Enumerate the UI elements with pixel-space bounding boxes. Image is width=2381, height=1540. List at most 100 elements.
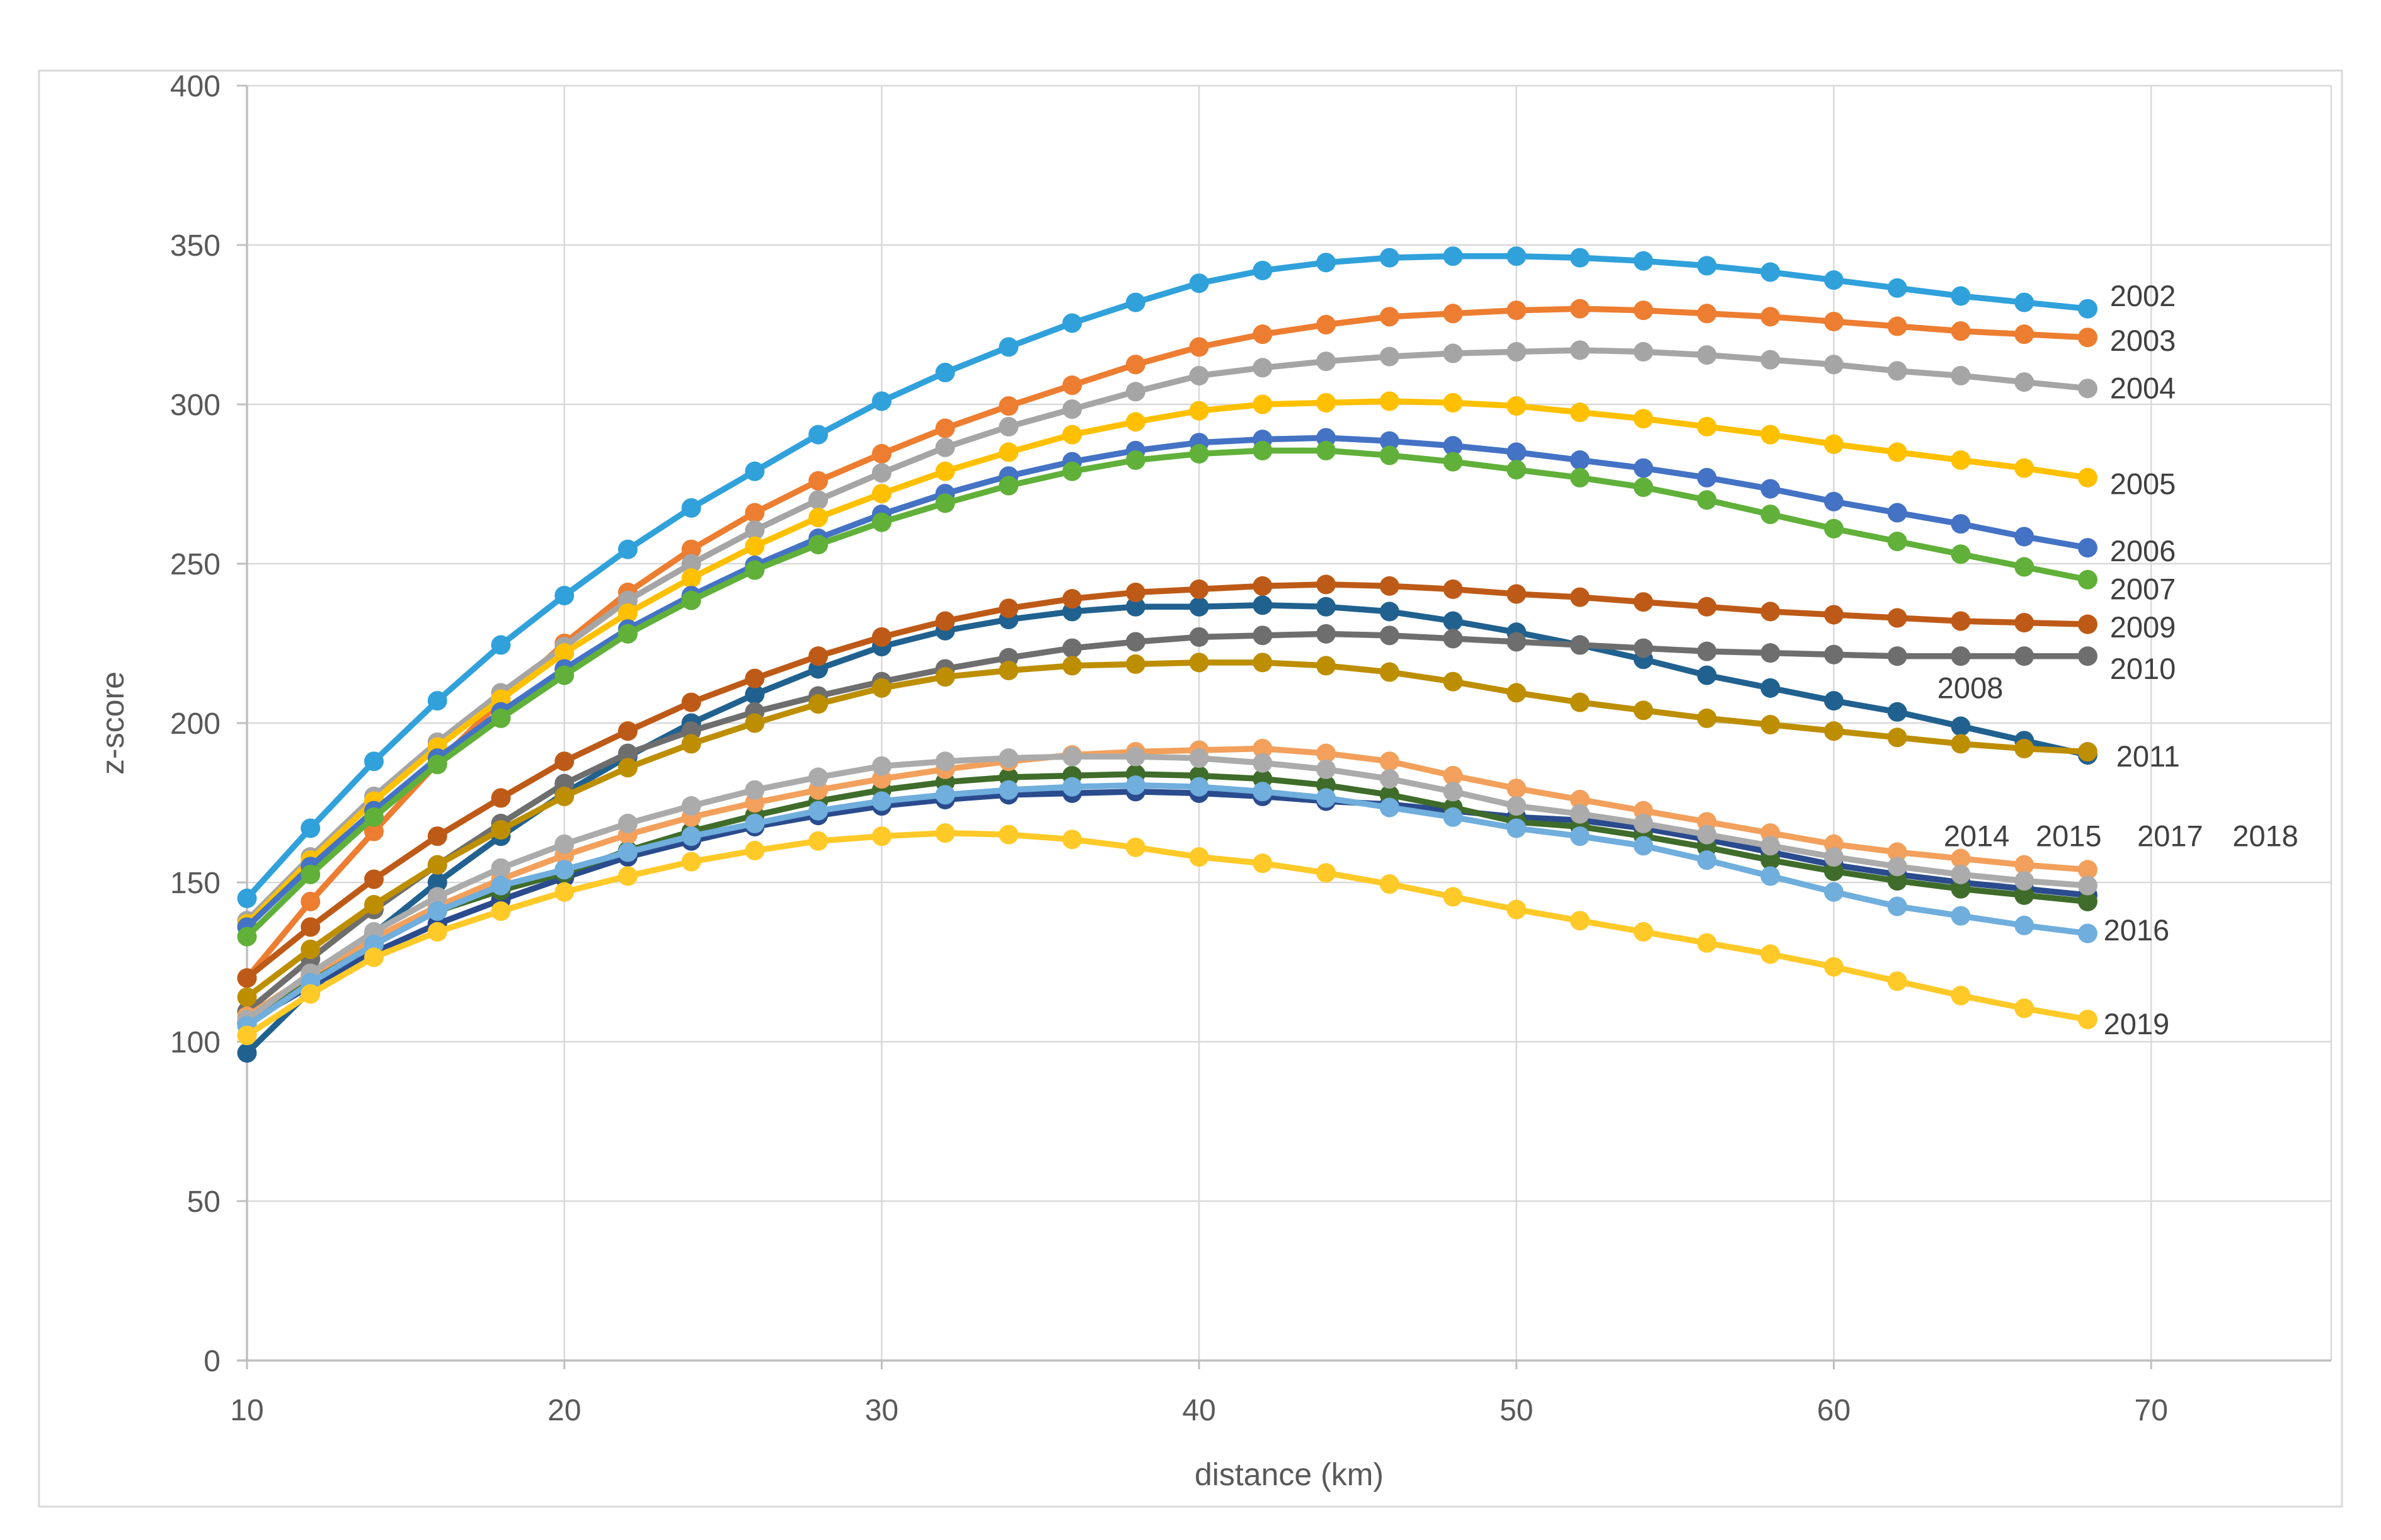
marker-2016-x64 [1951, 906, 1971, 926]
marker-2015-x20 [554, 834, 575, 854]
marker-2003-x44 [1316, 315, 1336, 334]
marker-2008-x48 [1443, 611, 1463, 631]
marker-2005-x22 [617, 603, 638, 623]
y-tick-label-200: 200 [170, 707, 221, 741]
marker-2004-x54 [1633, 342, 1653, 362]
marker-2014-x62 [1887, 842, 1907, 862]
marker-2019-x36 [1062, 830, 1082, 850]
marker-2007-x26 [745, 560, 765, 580]
marker-2010-x42 [1253, 625, 1273, 646]
marker-2009-x54 [1633, 592, 1653, 612]
marker-2007-x44 [1316, 440, 1336, 460]
marker-2004-x38 [1125, 382, 1145, 402]
marker-2009-x26 [745, 668, 765, 688]
marker-2002-x16 [427, 691, 447, 711]
marker-2005-x62 [1887, 442, 1907, 462]
marker-2003-x68 [2077, 328, 2097, 348]
marker-2007-x50 [1506, 460, 1527, 480]
marker-2009-x16 [427, 826, 447, 847]
marker-2019-x14 [364, 947, 384, 967]
marker-2015-x48 [1443, 782, 1463, 802]
marker-2004-x50 [1506, 342, 1527, 362]
marker-2018-x62 [1887, 870, 1907, 891]
marker-2010-x50 [1506, 632, 1527, 652]
marker-2018-x64 [1951, 879, 1971, 899]
marker-2008-x64 [1951, 716, 1971, 736]
marker-2002-x22 [617, 539, 638, 559]
series-line-2018 [244, 771, 2091, 1027]
marker-2016-x38 [1125, 775, 1145, 796]
x-tick-label-30: 30 [865, 1394, 898, 1427]
marker-2003-x58 [1760, 307, 1781, 327]
marker-2011-x50 [1506, 683, 1527, 703]
marker-2003-x56 [1697, 304, 1717, 324]
marker-2004-x62 [1887, 361, 1907, 381]
marker-2011-x34 [999, 661, 1019, 681]
marker-2016-x46 [1379, 797, 1399, 818]
marker-2006-x50 [1506, 442, 1527, 462]
marker-2011-x60 [1824, 721, 1844, 741]
marker-2016-x24 [681, 826, 701, 847]
marker-2010-x56 [1697, 641, 1717, 661]
marker-2003-x48 [1443, 304, 1463, 324]
series-label-2016: 2016 [2104, 913, 2170, 947]
marker-2002-x54 [1633, 251, 1653, 271]
marker-2011-x36 [1062, 656, 1082, 676]
series-line-2002 [244, 253, 2091, 902]
marker-2019-x16 [427, 921, 447, 942]
marker-2010-x38 [1125, 632, 1145, 652]
marker-2007-x10 [237, 927, 257, 947]
marker-2009-x30 [871, 627, 892, 647]
marker-2015-x40 [1189, 748, 1209, 768]
x-tick-label-60: 60 [1817, 1394, 1850, 1427]
marker-2011-x46 [1379, 662, 1399, 682]
series-label-2019: 2019 [2104, 1007, 2170, 1041]
marker-2002-x52 [1570, 248, 1590, 268]
marker-2018-x60 [1824, 861, 1844, 881]
series-label-2003: 2003 [2110, 324, 2176, 357]
marker-2011-x32 [935, 667, 955, 687]
marker-2019-x34 [999, 824, 1019, 845]
marker-2003-x36 [1062, 375, 1082, 396]
marker-2003-x64 [1951, 321, 1971, 341]
marker-2002-x14 [364, 751, 384, 772]
marker-2003-x46 [1379, 307, 1399, 327]
marker-2015-x60 [1824, 847, 1844, 867]
marker-2015-x32 [935, 751, 955, 772]
marker-2016-x32 [935, 785, 955, 805]
marker-2016-x36 [1062, 777, 1082, 797]
marker-2002-x30 [871, 391, 892, 411]
marker-2006-x66 [2014, 527, 2034, 547]
marker-2002-x26 [745, 461, 765, 481]
marker-2009-x28 [808, 646, 829, 666]
marker-2015-x68 [2077, 876, 2097, 896]
marker-2006-x52 [1570, 450, 1590, 471]
marker-2015-x44 [1316, 759, 1336, 779]
marker-2008-x56 [1697, 665, 1717, 685]
series-line-2007 [244, 447, 2091, 940]
marker-2016-x40 [1189, 777, 1209, 797]
marker-2008-x44 [1316, 596, 1336, 617]
marker-2003-x26 [745, 503, 765, 523]
marker-2005-x40 [1189, 401, 1209, 421]
marker-2010-x66 [2014, 646, 2034, 666]
marker-2008-x10 [237, 1043, 257, 1063]
marker-2010-x22 [617, 743, 638, 763]
marker-2015-x64 [1951, 864, 1971, 884]
series-line-2016 [244, 782, 2091, 1029]
marker-2003-x52 [1570, 299, 1590, 319]
marker-2004-x64 [1951, 365, 1971, 385]
marker-2005-x28 [808, 508, 829, 528]
marker-2014-x46 [1379, 751, 1399, 772]
series-label-2009: 2009 [2110, 610, 2176, 644]
marker-2009-x34 [999, 598, 1019, 619]
marker-2014-x52 [1570, 789, 1590, 809]
marker-2002-x10 [237, 888, 257, 908]
marker-2019-x38 [1125, 837, 1145, 857]
y-tick-label-150: 150 [170, 867, 221, 900]
marker-2007-x60 [1824, 518, 1844, 539]
marker-2009-x24 [681, 692, 701, 712]
marker-2011-x16 [427, 855, 447, 875]
marker-2003-x60 [1824, 311, 1844, 331]
marker-2007-x34 [999, 476, 1019, 496]
